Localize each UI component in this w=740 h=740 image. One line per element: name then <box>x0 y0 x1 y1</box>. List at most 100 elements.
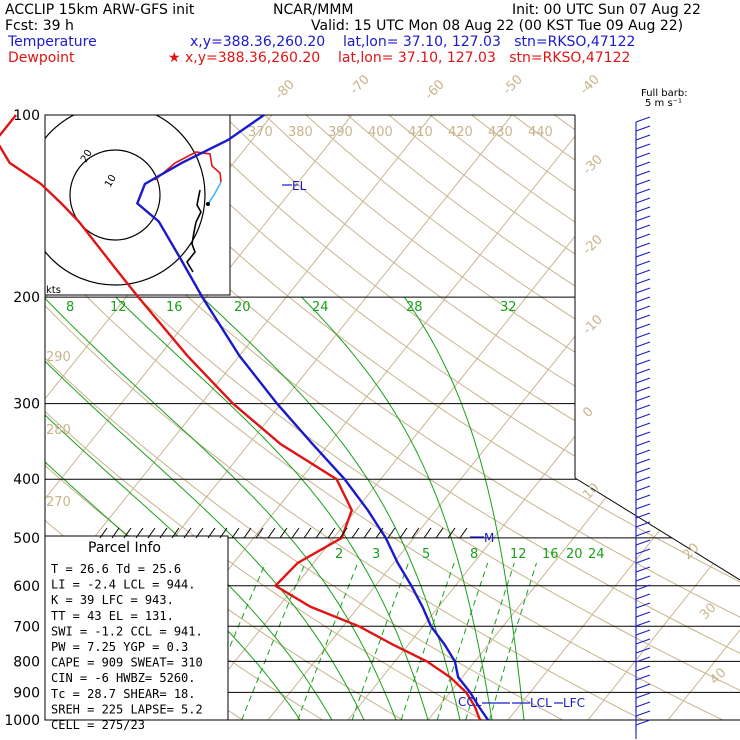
wind-barb-flag <box>635 296 651 303</box>
isotherm-line <box>45 115 433 720</box>
dewpoint-profile <box>0 114 482 721</box>
wind-barb-flag <box>635 242 651 249</box>
wind-hatch-ticks <box>99 527 468 539</box>
pressure-tick-label: 200 <box>13 290 40 306</box>
wind-barb-flag <box>635 575 651 582</box>
isotherm-label: -50 <box>500 72 526 98</box>
isotherm-label: -80 <box>272 77 298 103</box>
hatch-tick <box>159 527 168 539</box>
dry-adiabat-line <box>45 115 740 720</box>
wind-barb-flag <box>635 449 651 456</box>
pressure-tick-label: 900 <box>13 685 40 701</box>
hatch-tick <box>423 527 432 539</box>
mixing-ratio-label: 16 <box>542 547 559 562</box>
wind-barb-flag <box>635 458 651 465</box>
pressure-tick-label: 400 <box>13 472 40 488</box>
hatch-tick <box>339 527 348 539</box>
hatch-tick <box>123 527 132 539</box>
hatch-tick <box>411 527 420 539</box>
wind-barb-flag <box>635 233 651 240</box>
init-time: Init: 00 UTC Sun 07 Aug 22 <box>512 2 701 18</box>
wind-barbs <box>635 116 651 739</box>
wind-barb-flag <box>635 170 651 177</box>
parcel-info-title: Parcel Info <box>88 540 161 556</box>
dry-adiabat-line <box>45 115 484 720</box>
barb-legend-title: Full barb: <box>641 88 688 99</box>
hatch-tick <box>459 527 468 539</box>
wind-barb-flag <box>635 674 651 681</box>
barb-legend-value: 5 m s⁻¹ <box>645 98 682 109</box>
hatch-tick <box>183 527 192 539</box>
forecast-hour: Fcst: 39 h <box>5 18 74 34</box>
lfc-label: LFC <box>563 696 585 710</box>
pressure-tick-label: 100 <box>13 108 40 124</box>
hatch-tick <box>171 527 180 539</box>
hatch-tick <box>303 527 312 539</box>
hatch-tick <box>351 527 360 539</box>
hatch-tick <box>291 527 300 539</box>
wind-barb-flag <box>635 179 651 186</box>
wind-barb-flag <box>635 647 651 654</box>
hodograph-units: kts <box>46 285 61 296</box>
hatch-tick <box>135 527 144 539</box>
hatch-tick <box>267 527 276 539</box>
wind-barb-flag <box>635 701 651 708</box>
level-annotations: EL M CCL LCL LFC <box>282 179 585 710</box>
moist-adiabat-label: 28 <box>406 300 423 315</box>
m-label: M <box>484 531 494 545</box>
isotherm-label: 40 <box>707 666 729 688</box>
parcel-info-row: T = 26.6 Td = 25.6 <box>51 562 181 576</box>
theta-label: 390 <box>328 125 353 140</box>
dry-adiabat-line <box>139 115 740 720</box>
pressure-tick-label: 800 <box>13 654 40 670</box>
dewpoint-legend-label: Dewpoint <box>8 50 75 66</box>
isotherm-label: -30 <box>580 152 606 178</box>
right-slant-axis <box>574 477 740 581</box>
wind-barb-flag <box>635 269 651 276</box>
wind-barb-flag <box>635 359 651 366</box>
wind-barb-flag <box>635 251 651 258</box>
moist-adiabat-label: 32 <box>500 300 517 315</box>
dry-adiabat-line <box>45 115 724 720</box>
wind-barb-flag <box>635 197 651 204</box>
wind-barb-flag <box>635 494 651 501</box>
hatch-tick <box>387 527 396 539</box>
wind-barb-flag <box>635 602 651 609</box>
mixing-ratio-line <box>297 562 359 720</box>
wind-barb-flag <box>635 485 651 492</box>
wind-barb-flag <box>635 161 651 168</box>
dry-adiabat-line <box>554 115 740 720</box>
wind-barb-flag <box>635 503 651 510</box>
wind-barb-flag <box>635 116 651 123</box>
isotherm-line <box>347 115 740 720</box>
isotherm-line <box>587 115 740 720</box>
wind-barb-flag <box>635 314 651 321</box>
dry-adiabat-line <box>347 115 740 720</box>
pressure-tick-label: 1000 <box>4 713 40 729</box>
dry-adiabat-line <box>45 115 644 720</box>
wind-barb-flag <box>635 593 651 600</box>
isotherm-line <box>187 115 673 720</box>
run-title: ACCLIP 15km ARW-GFS init <box>5 2 195 18</box>
wind-barb-flag <box>635 287 651 294</box>
wind-barb-flag <box>635 629 651 636</box>
theta-label: 420 <box>448 125 473 140</box>
isotherm-label: -60 <box>422 77 448 103</box>
wind-barb-flag <box>635 521 651 528</box>
wind-barb-flag <box>635 692 651 699</box>
wind-barb-flag <box>635 224 651 231</box>
temperature-location-info: x,y=388.36,260.20 lat,lon= 37.10, 127.03… <box>190 34 635 50</box>
dry-adiabat-line <box>388 115 740 720</box>
theta-low-label: 290 <box>46 350 71 365</box>
parcel-info-row: LI = -2.4 LCL = 944. <box>51 578 196 592</box>
pressure-tick-label: 300 <box>13 397 40 413</box>
wind-barb-flag <box>635 134 651 141</box>
theta-label: 400 <box>368 125 393 140</box>
mixing-ratio-line <box>489 562 537 720</box>
moist-adiabat-label: 16 <box>166 300 183 315</box>
hatch-tick <box>219 527 228 539</box>
parcel-info-box: Parcel Info T = 26.6 Td = 25.6 LI = -2.4 … <box>44 535 229 732</box>
theta-label: 440 <box>528 125 553 140</box>
isotherm-label: 30 <box>697 601 719 623</box>
parcel-info-row: CELL = 275/23 <box>51 718 145 732</box>
